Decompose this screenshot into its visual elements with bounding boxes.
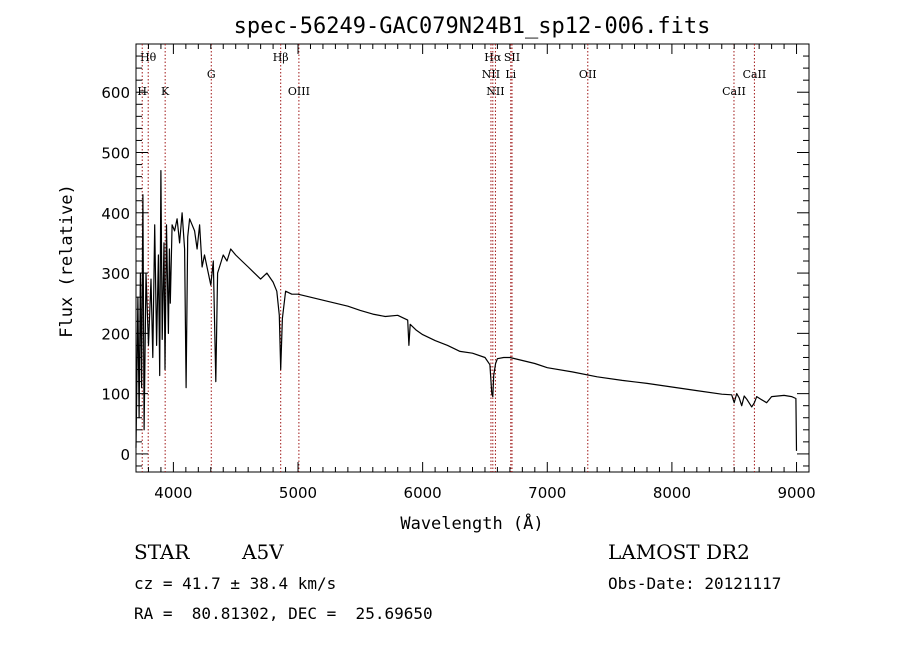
spectral-line-label: CaII: [722, 85, 746, 98]
x-tick-label: 6000: [404, 484, 442, 502]
chart-title: spec-56249-GAC079N24B1_sp12-006.fits: [234, 14, 711, 39]
axis-ticks: 4000 5000 6000 7000 8000 9000 0 100 200 300 400 500…: [101, 44, 816, 502]
y-tick-label: 500: [101, 145, 130, 163]
survey-name: LAMOST DR2: [608, 540, 750, 564]
y-tick-label: 400: [101, 205, 130, 223]
spectral-line-label: SII: [504, 51, 520, 64]
spectral-line-label: H: [137, 85, 147, 98]
y-tick-label: 100: [101, 386, 130, 404]
spectral-line-label: K: [161, 85, 170, 98]
spectral-line-label: NII: [486, 85, 504, 98]
spectrum-series: [135, 170, 798, 451]
redshift-cz: cz = 41.7 ± 38.4 km/s: [134, 574, 337, 593]
x-tick-label: 4000: [154, 484, 192, 502]
x-tick-label: 8000: [653, 484, 691, 502]
y-tick-label: 200: [101, 325, 130, 343]
y-tick-label: 0: [120, 446, 130, 464]
y-tick-label: 600: [101, 84, 130, 102]
spectral-line-markers: Hθ H K G Hβ OIII Hα NII NII SII Li OII CaII CaII: [137, 44, 766, 472]
spectral-line-label: Hθ: [140, 51, 157, 64]
x-tick-label: 5000: [279, 484, 317, 502]
spectral-line-label: OIII: [288, 85, 310, 98]
y-tick-label: 300: [101, 265, 130, 283]
spectral-line-label: Hβ: [273, 51, 289, 64]
obs-date: Obs-Date: 20121117: [608, 574, 782, 593]
spectral-line-label: CaII: [743, 68, 767, 81]
spectral-line-label: Li: [505, 68, 516, 81]
coordinates: RA = 80.81302, DEC = 25.69650: [134, 604, 433, 623]
x-axis-label: Wavelength (Å): [400, 512, 543, 534]
spectrum-line: [135, 170, 798, 451]
y-axis-label: Flux (relative): [57, 184, 77, 338]
x-tick-label: 9000: [777, 484, 815, 502]
plot-frame: [135, 43, 810, 473]
x-tick-label: 7000: [528, 484, 566, 502]
object-class: STAR: [134, 540, 190, 564]
spectral-line-label: G: [207, 68, 216, 81]
spectral-line-label: Hα: [484, 51, 502, 64]
spectral-line-label: OII: [579, 68, 597, 81]
subclass: A5V: [242, 540, 284, 564]
spectral-line-label: NII: [482, 68, 500, 81]
